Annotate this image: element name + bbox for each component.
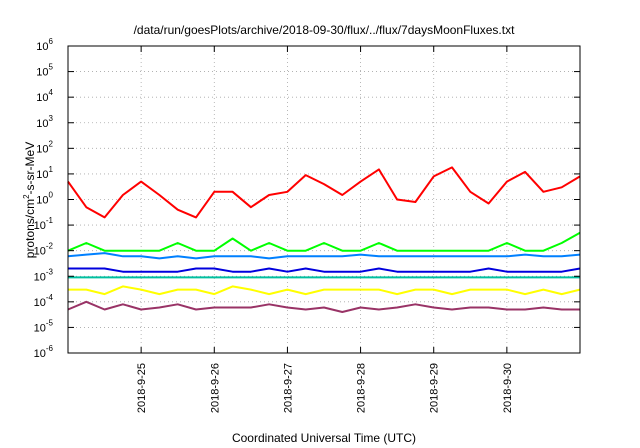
y-tick-label: 103: [36, 114, 53, 130]
x-axis-label: Coordinated Universal Time (UTC): [232, 431, 416, 445]
y-axis-label: protons/cm2-s-sr-MeV: [22, 142, 37, 258]
x-tick-label: 2018-9-30: [502, 363, 514, 413]
series-line-2: [67, 231, 581, 252]
series-line-4: [68, 267, 581, 273]
series-line-6: [68, 285, 581, 296]
y-tick-label: 10-3: [34, 267, 54, 283]
y-tick-label: 10-6: [34, 344, 54, 360]
x-tick-label: 2018-9-25: [136, 363, 148, 413]
y-tick-label: 10-4: [34, 293, 54, 309]
y-axis-ticks: 10-6 10-5 10-4 10-3 10-2 10-1 100 101 102 103 104 1…: [34, 37, 580, 360]
chart-title: /data/run/goesPlots/archive/2018-09-30/f…: [134, 23, 516, 37]
x-axis-ticks: 2018-9-25 2018-9-26 2018-9-27 2018-9-28 2018…: [136, 46, 514, 413]
y-tick-label: 10-5: [34, 318, 54, 334]
y-tick-label: 101: [36, 165, 53, 181]
series-line-3: [67, 252, 581, 260]
grid: [68, 46, 580, 353]
y-tick-label: 102: [36, 139, 53, 155]
x-tick-label: 2018-9-28: [356, 363, 368, 413]
series-line-7: [67, 300, 580, 313]
y-tick-label: 105: [36, 63, 53, 79]
x-tick-label: 2018-9-27: [282, 363, 294, 413]
y-tick-label: 106: [36, 37, 53, 53]
x-tick-label: 2018-9-26: [209, 363, 221, 413]
y-tick-label: 100: [36, 191, 53, 207]
x-tick-label: 2018-9-29: [429, 363, 441, 413]
series-line-1: [67, 166, 581, 219]
y-tick-label: 10-2: [34, 242, 54, 258]
y-tick-label: 10-1: [34, 216, 54, 232]
series-layer: [67, 166, 581, 313]
y-tick-label: 104: [36, 88, 53, 104]
